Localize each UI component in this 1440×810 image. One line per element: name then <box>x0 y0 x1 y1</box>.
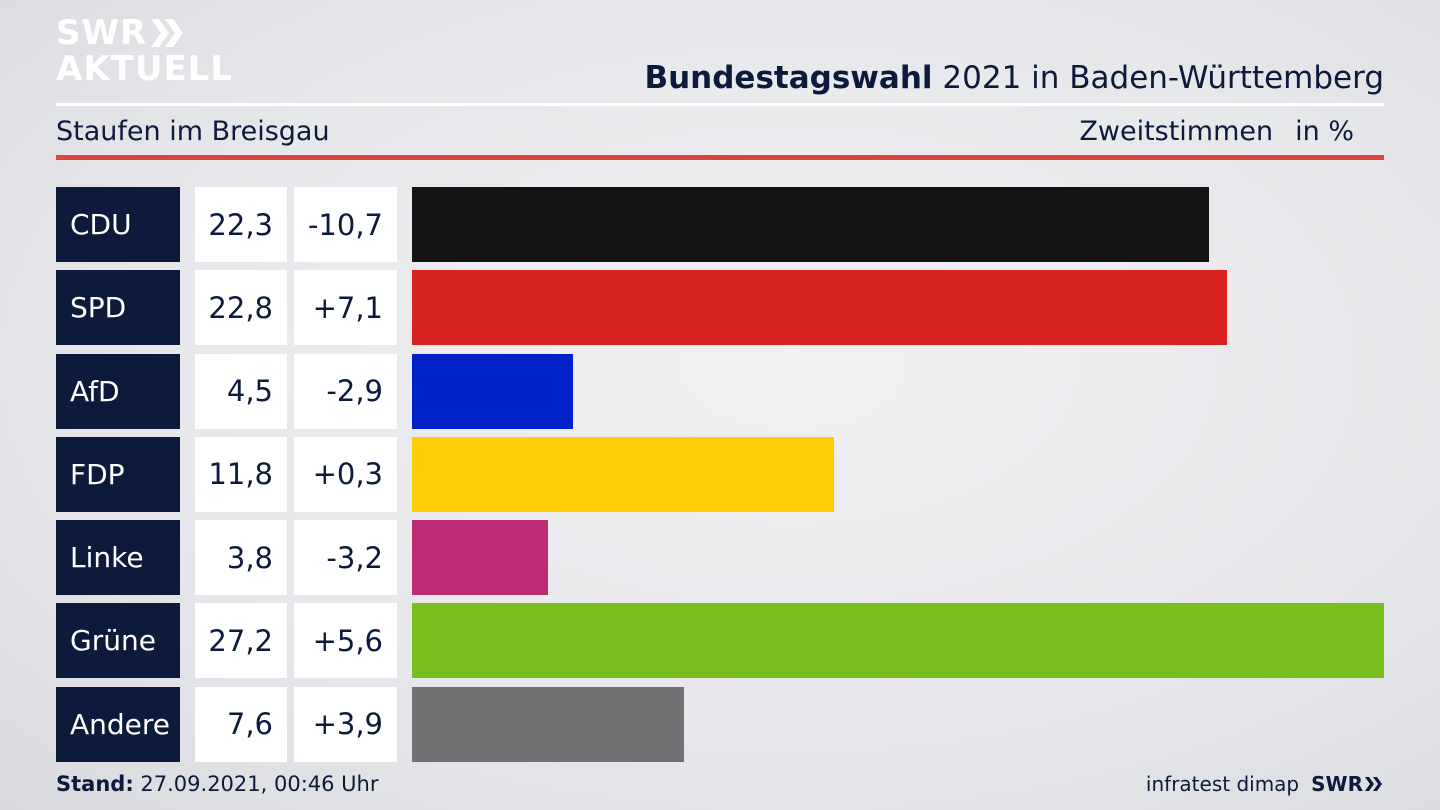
vote-share-value: 4,5 <box>195 353 287 429</box>
header-divider <box>56 103 1384 106</box>
vote-share-change: +5,6 <box>294 603 397 679</box>
party-label: Andere <box>56 686 180 762</box>
bar-andere <box>412 686 684 762</box>
timestamp: Stand: 27.09.2021, 00:46 Uhr <box>56 772 379 796</box>
unit-label: in % <box>1295 116 1354 147</box>
bar-track <box>412 436 1384 512</box>
title-bold: Bundestagswahl <box>644 60 933 96</box>
party-label: FDP <box>56 436 180 512</box>
logo-aktuell-text: AKTUELL <box>56 49 234 89</box>
stand-value: 27.09.2021, 00:46 Uhr <box>133 772 379 796</box>
swr-aktuell-logo: SWR AKTUELL <box>56 16 233 86</box>
vote-share-change: -3,2 <box>294 520 397 596</box>
vote-share-change: +3,9 <box>294 686 397 762</box>
party-label: SPD <box>56 270 180 346</box>
party-label: Grüne <box>56 603 180 679</box>
vote-share-change: -10,7 <box>294 187 397 262</box>
vote-type-label: Zweitstimmen in % <box>1079 116 1354 147</box>
swr-brand-text: SWR <box>1311 772 1363 796</box>
party-label: Linke <box>56 520 180 596</box>
vote-share-value: 22,8 <box>195 270 287 346</box>
result-row-spd: SPD 22,8 +7,1 <box>56 270 1384 346</box>
result-row-afd: AfD 4,5 -2,9 <box>56 353 1384 429</box>
vote-share-value: 22,3 <box>195 187 287 262</box>
stand-label: Stand: <box>56 772 134 796</box>
bar-spd <box>412 270 1227 346</box>
party-label: AfD <box>56 353 180 429</box>
bar-track <box>412 353 1384 429</box>
bar-track <box>412 187 1384 262</box>
vote-share-change: -2,9 <box>294 353 397 429</box>
result-row-fdp: FDP 11,8 +0,3 <box>56 436 1384 512</box>
location-label: Staufen im Breisgau <box>56 116 330 147</box>
source-credit: infratest dimap SWR <box>1146 772 1384 796</box>
vote-share-change: +7,1 <box>294 270 397 346</box>
chevron-double-right-icon <box>151 19 184 47</box>
bar-gr-ne <box>412 603 1384 679</box>
bar-cdu <box>412 187 1209 262</box>
page-title: Bundestagswahl 2021 in Baden-Württemberg <box>644 60 1384 96</box>
bar-track <box>412 270 1384 346</box>
title-rest: 2021 in Baden-Württemberg <box>932 60 1384 96</box>
bar-afd <box>412 353 573 429</box>
result-row-andere: Andere 7,6 +3,9 <box>56 686 1384 762</box>
vote-share-value: 3,8 <box>195 520 287 596</box>
vote-share-change: +0,3 <box>294 436 397 512</box>
logo-swr-text: SWR <box>56 13 148 53</box>
vote-type: Zweitstimmen <box>1079 116 1274 147</box>
accent-divider <box>56 155 1384 160</box>
result-row-gr-ne: Grüne 27,2 +5,6 <box>56 603 1384 679</box>
chevron-double-right-icon <box>1365 777 1382 791</box>
result-row-cdu: CDU 22,3 -10,7 <box>56 187 1384 262</box>
vote-share-value: 7,6 <box>195 686 287 762</box>
bar-linke <box>412 520 548 596</box>
party-label: CDU <box>56 187 180 262</box>
bar-fdp <box>412 436 834 512</box>
results-chart: CDU 22,3 -10,7 SPD 22,8 +7,1 AfD 4,5 -2,9 FDP 11,8… <box>56 187 1384 770</box>
bar-track <box>412 686 1384 762</box>
result-row-linke: Linke 3,8 -3,2 <box>56 520 1384 596</box>
swr-brand: SWR <box>1311 772 1384 796</box>
source-label: infratest dimap <box>1145 772 1300 796</box>
bar-track <box>412 603 1384 679</box>
vote-share-value: 27,2 <box>195 603 287 679</box>
bar-track <box>412 520 1384 596</box>
vote-share-value: 11,8 <box>195 436 287 512</box>
